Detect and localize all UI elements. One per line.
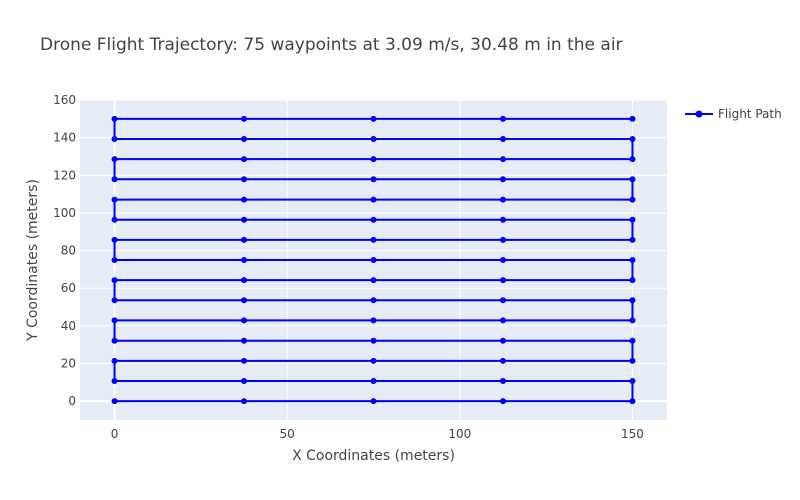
series-layer (111, 115, 636, 405)
waypoint-marker[interactable] (111, 297, 118, 304)
waypoint-marker[interactable] (499, 337, 506, 344)
x-tick-label: 0 (111, 427, 119, 441)
y-tick-label: 100 (53, 206, 76, 220)
waypoint-marker[interactable] (629, 236, 636, 243)
y-tick-label: 80 (61, 244, 76, 258)
waypoint-marker[interactable] (499, 317, 506, 324)
x-tick-label: 50 (280, 427, 295, 441)
y-tick-label: 20 (61, 357, 76, 371)
x-tick-labels: 0 50 100 150 (111, 427, 644, 441)
y-axis-title: Y Coordinates (meters) (25, 179, 41, 342)
waypoint-marker[interactable] (629, 257, 636, 263)
y-tick-label: 120 (53, 168, 76, 182)
legend-marker-swatch (695, 110, 703, 118)
waypoint-marker[interactable] (370, 257, 377, 263)
waypoint-marker[interactable] (370, 115, 377, 122)
waypoint-marker[interactable] (499, 115, 506, 122)
waypoint-marker[interactable] (629, 115, 636, 122)
legend[interactable]: Flight Path (685, 107, 782, 121)
x-tick-label: 100 (448, 427, 471, 441)
waypoint-marker[interactable] (370, 398, 377, 405)
waypoint-marker[interactable] (499, 176, 506, 183)
waypoint-marker[interactable] (499, 257, 506, 263)
y-tick-label: 40 (61, 319, 76, 333)
waypoint-marker[interactable] (111, 357, 118, 364)
waypoint-marker[interactable] (499, 378, 506, 385)
waypoint-marker[interactable] (241, 257, 248, 263)
waypoint-marker[interactable] (241, 277, 248, 284)
waypoint-marker[interactable] (629, 156, 636, 163)
waypoint-marker[interactable] (370, 176, 377, 183)
waypoint-marker[interactable] (629, 378, 636, 385)
waypoint-marker[interactable] (241, 135, 248, 142)
waypoint-marker[interactable] (241, 216, 248, 223)
legend-label-flight-path: Flight Path (718, 107, 782, 121)
waypoint-marker[interactable] (111, 398, 118, 405)
waypoint-marker[interactable] (241, 317, 248, 324)
waypoint-marker[interactable] (241, 378, 248, 385)
x-axis-title: X Coordinates (meters) (292, 448, 455, 464)
waypoint-marker[interactable] (111, 115, 118, 122)
waypoint-marker[interactable] (241, 337, 248, 344)
y-tick-labels: 0 20 40 60 80 100 120 140 160 (53, 93, 76, 408)
waypoint-marker[interactable] (629, 277, 636, 284)
waypoint-marker[interactable] (370, 378, 377, 385)
waypoint-marker[interactable] (370, 357, 377, 364)
waypoint-marker[interactable] (629, 357, 636, 364)
waypoint-marker[interactable] (629, 297, 636, 304)
waypoint-marker[interactable] (241, 398, 248, 405)
waypoint-marker[interactable] (370, 156, 377, 163)
waypoint-marker[interactable] (241, 357, 248, 364)
waypoint-marker[interactable] (499, 196, 506, 203)
waypoint-marker[interactable] (499, 398, 506, 405)
waypoint-marker[interactable] (111, 317, 118, 324)
waypoint-marker[interactable] (629, 196, 636, 203)
waypoint-marker[interactable] (370, 236, 377, 243)
waypoint-marker[interactable] (111, 216, 118, 223)
y-tick-label: 0 (68, 394, 76, 408)
waypoint-marker[interactable] (499, 216, 506, 223)
waypoint-marker[interactable] (111, 196, 118, 203)
waypoint-marker[interactable] (111, 156, 118, 163)
waypoint-marker[interactable] (241, 176, 248, 183)
waypoint-marker[interactable] (499, 357, 506, 364)
waypoint-marker[interactable] (499, 236, 506, 243)
waypoint-marker[interactable] (111, 337, 118, 344)
waypoint-marker[interactable] (629, 135, 636, 142)
waypoint-marker[interactable] (370, 216, 377, 223)
waypoint-marker[interactable] (241, 236, 248, 243)
waypoint-marker[interactable] (370, 297, 377, 304)
waypoint-marker[interactable] (499, 156, 506, 163)
waypoint-marker[interactable] (370, 337, 377, 344)
waypoint-marker[interactable] (241, 196, 248, 203)
waypoint-marker[interactable] (499, 135, 506, 142)
waypoint-marker[interactable] (499, 277, 506, 284)
waypoint-marker[interactable] (241, 115, 248, 122)
waypoint-marker[interactable] (111, 135, 118, 142)
waypoint-marker[interactable] (629, 176, 636, 183)
waypoint-marker[interactable] (111, 378, 118, 385)
waypoint-marker[interactable] (499, 297, 506, 304)
waypoint-marker[interactable] (370, 135, 377, 142)
waypoint-marker[interactable] (370, 317, 377, 324)
y-tick-label: 160 (53, 93, 76, 107)
waypoint-marker[interactable] (370, 196, 377, 203)
y-tick-label: 60 (61, 281, 76, 295)
waypoint-marker[interactable] (629, 317, 636, 324)
waypoint-marker[interactable] (111, 236, 118, 243)
waypoint-marker[interactable] (241, 156, 248, 163)
x-tick-label: 150 (621, 427, 644, 441)
waypoint-marker[interactable] (111, 277, 118, 284)
waypoint-marker[interactable] (111, 257, 118, 263)
waypoint-marker[interactable] (629, 398, 636, 405)
waypoint-marker[interactable] (241, 297, 248, 304)
waypoint-marker[interactable] (629, 216, 636, 223)
waypoint-marker[interactable] (370, 277, 377, 284)
waypoint-marker[interactable] (111, 176, 118, 183)
y-tick-label: 140 (53, 131, 76, 145)
chart-title: Drone Flight Trajectory: 75 waypoints at… (40, 35, 623, 55)
waypoint-marker[interactable] (629, 337, 636, 344)
